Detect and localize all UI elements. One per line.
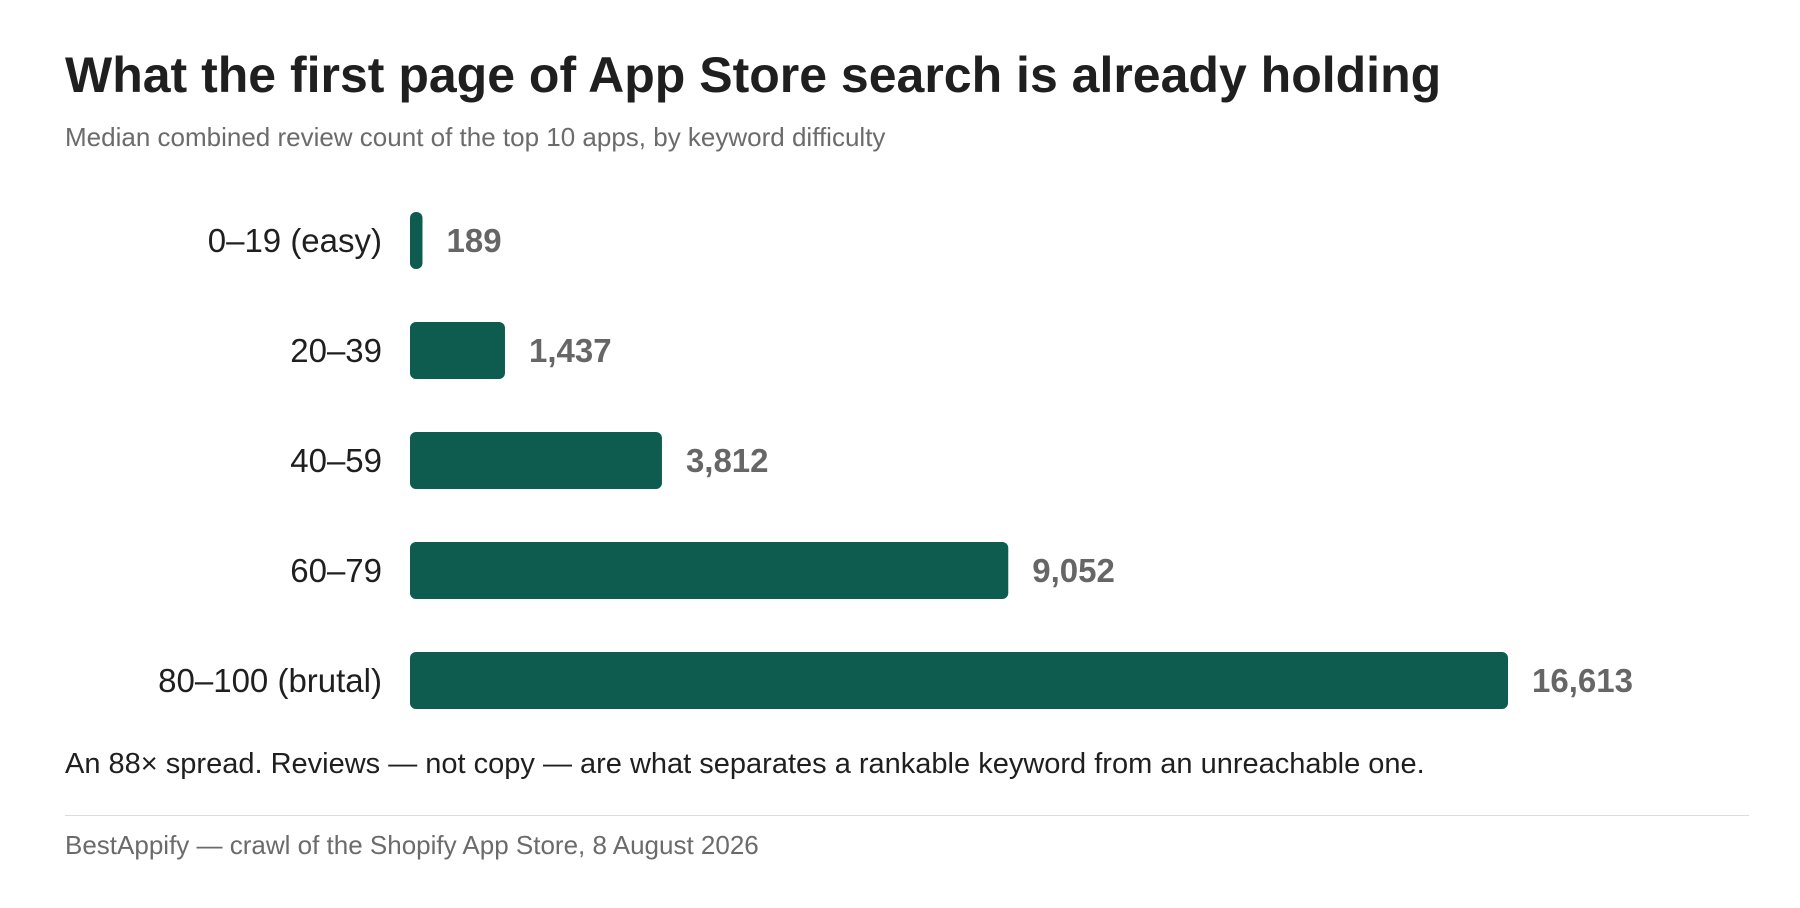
bar: [410, 322, 505, 379]
category-label: 60–79: [290, 552, 382, 589]
source-credit: BestAppify — crawl of the Shopify App St…: [65, 830, 759, 860]
chart-subtitle: Median combined review count of the top …: [65, 122, 886, 152]
category-label: 0–19 (easy): [208, 222, 382, 259]
value-label: 3,812: [686, 442, 769, 479]
category-label: 80–100 (brutal): [158, 662, 382, 699]
bar: [410, 542, 1009, 599]
value-label: 16,613: [1532, 662, 1633, 699]
footer-divider: [65, 815, 1749, 816]
bar: [410, 212, 423, 269]
category-label: 40–59: [290, 442, 382, 479]
bar: [410, 652, 1508, 709]
bar-chart: 0–19 (easy) 189 20–39 1,437 40–59 3,812 60–79 9…: [158, 212, 1633, 709]
value-label: 1,437: [529, 332, 612, 369]
bar: [410, 432, 662, 489]
category-label: 20–39: [290, 332, 382, 369]
chart-title: What the first page of App Store search …: [65, 47, 1442, 103]
value-label: 9,052: [1032, 552, 1115, 589]
value-label: 189: [446, 222, 501, 259]
chart-annotation: An 88× spread. Reviews — not copy — are …: [65, 748, 1425, 780]
